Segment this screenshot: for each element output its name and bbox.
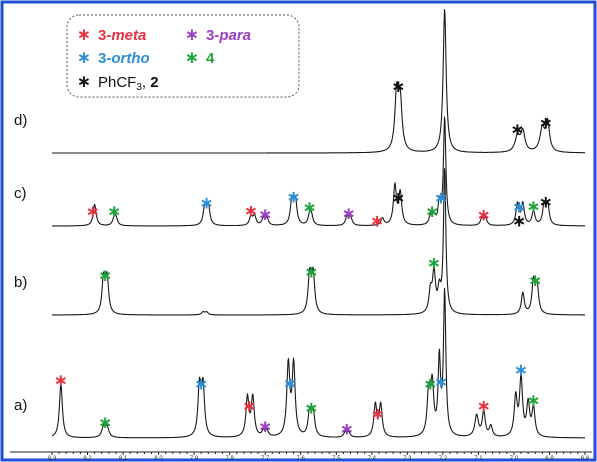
peak-marker-para: ∗ bbox=[258, 417, 272, 437]
legend-marker-ortho: ∗ bbox=[77, 48, 91, 68]
peak-markers: ∗∗ ∗∗ ∗ ∗ ∗ ∗∗∗ ∗ ∗∗∗∗∗ ∗∗∗∗∗ ∗ ∗∗∗∗∗∗∗∗∗∗∗∗∗∗∗∗ bbox=[54, 77, 553, 439]
legend-marker-para: ∗ bbox=[185, 25, 199, 45]
spectrum-trace bbox=[51, 287, 586, 439]
peak-marker-four: ∗ bbox=[302, 198, 316, 218]
peak-marker-ph: ∗ bbox=[391, 189, 405, 209]
x-tick-label: 7.7 bbox=[261, 456, 270, 462]
peak-marker-ph: ∗ bbox=[539, 192, 553, 212]
x-tick-label: 8.2 bbox=[83, 456, 92, 462]
x-tick-label: 7.1 bbox=[474, 456, 483, 462]
legend-label-ph: PhCF3, 2 bbox=[98, 74, 159, 93]
legend-label-four: 4 bbox=[206, 50, 215, 67]
peak-marker-four: ∗ bbox=[526, 197, 540, 217]
x-axis: 8.3 8.2 8.1 8.0 7.9 7.8 7.7 7.6 7.5 7.4 7.3 7.2 7.1 7… bbox=[10, 451, 592, 462]
panel-labels: d) c) b) a) bbox=[14, 112, 27, 414]
peak-marker-meta: ∗ bbox=[86, 202, 100, 222]
peak-marker-para: ∗ bbox=[340, 419, 354, 439]
peak-marker-ortho: ∗ bbox=[283, 374, 297, 394]
peak-marker-ortho: ∗ bbox=[286, 187, 300, 207]
peak-marker-ph: ∗ bbox=[391, 77, 405, 97]
x-tick-label: 7.0 bbox=[510, 456, 519, 462]
spectrum-trace bbox=[51, 116, 586, 227]
peak-marker-ortho: ∗ bbox=[434, 189, 448, 209]
peak-marker-meta: ∗ bbox=[242, 397, 256, 417]
panel-label: b) bbox=[14, 274, 27, 291]
peak-marker-meta: ∗ bbox=[477, 205, 491, 225]
peak-marker-ortho: ∗ bbox=[199, 194, 213, 214]
peak-marker-ortho: ∗ bbox=[512, 197, 526, 217]
legend-box bbox=[66, 14, 300, 98]
x-tick-label: 8.3 bbox=[48, 456, 57, 462]
x-tick-label: 6.8 bbox=[581, 456, 590, 462]
peak-marker-para: ∗ bbox=[342, 204, 356, 224]
legend-marker-four: ∗ bbox=[185, 48, 199, 68]
panel-label: d) bbox=[14, 112, 27, 129]
legend-marker-ph: ∗ bbox=[77, 72, 91, 92]
x-tick-label: 7.3 bbox=[403, 456, 412, 462]
peak-marker-four: ∗ bbox=[423, 375, 437, 395]
peak-marker-meta: ∗ bbox=[54, 371, 68, 391]
peak-marker-para: ∗ bbox=[258, 205, 272, 225]
x-tick-label: 7.5 bbox=[332, 456, 341, 462]
peak-marker-four: ∗ bbox=[304, 398, 318, 418]
peak-marker-four: ∗ bbox=[98, 266, 112, 286]
x-tick-label: 7.6 bbox=[297, 456, 306, 462]
peak-marker-ph: ∗ bbox=[510, 120, 524, 140]
peak-marker-four: ∗ bbox=[98, 413, 112, 433]
peak-marker-ortho: ∗ bbox=[194, 374, 208, 394]
peak-marker-ph: ∗ bbox=[539, 113, 553, 133]
panel-label: c) bbox=[14, 185, 27, 202]
spectra-traces bbox=[51, 9, 586, 439]
x-tick-label: 7.9 bbox=[190, 456, 199, 462]
peak-marker-meta: ∗ bbox=[370, 212, 384, 232]
x-tick-label: 8.1 bbox=[119, 456, 128, 462]
legend-label-para: 3-para bbox=[206, 27, 251, 44]
peak-marker-four: ∗ bbox=[425, 202, 439, 222]
peak-marker-meta: ∗ bbox=[371, 405, 385, 425]
peak-marker-four: ∗ bbox=[528, 271, 542, 291]
x-tick-label: 7.4 bbox=[368, 456, 377, 462]
legend-label-meta: 3-meta bbox=[98, 27, 146, 44]
peak-marker-four: ∗ bbox=[427, 253, 441, 273]
peak-marker-four: ∗ bbox=[526, 391, 540, 411]
x-tick-label: 7.8 bbox=[226, 456, 235, 462]
legend-label-ortho: 3-ortho bbox=[98, 50, 150, 67]
peak-marker-ph: ∗ bbox=[512, 211, 526, 231]
peak-marker-ortho: ∗ bbox=[514, 361, 528, 381]
legend: ∗ 3-meta ∗ 3-para ∗ 3-ortho ∗ 4 ∗ PhCF3, 2 bbox=[66, 14, 300, 98]
peak-marker-meta: ∗ bbox=[477, 397, 491, 417]
x-tick-label: 7.2 bbox=[439, 456, 448, 462]
peak-marker-four: ∗ bbox=[107, 202, 121, 222]
peak-marker-ortho: ∗ bbox=[434, 373, 448, 393]
spectrum-trace bbox=[51, 9, 586, 154]
peak-marker-four: ∗ bbox=[304, 262, 318, 282]
peak-marker-meta: ∗ bbox=[244, 201, 258, 221]
spectrum-trace bbox=[51, 168, 586, 316]
legend-marker-meta: ∗ bbox=[77, 25, 91, 45]
x-tick-label: 8.0 bbox=[154, 456, 163, 462]
x-tick-label: 6.9 bbox=[545, 456, 554, 462]
panel-label: a) bbox=[14, 397, 27, 414]
